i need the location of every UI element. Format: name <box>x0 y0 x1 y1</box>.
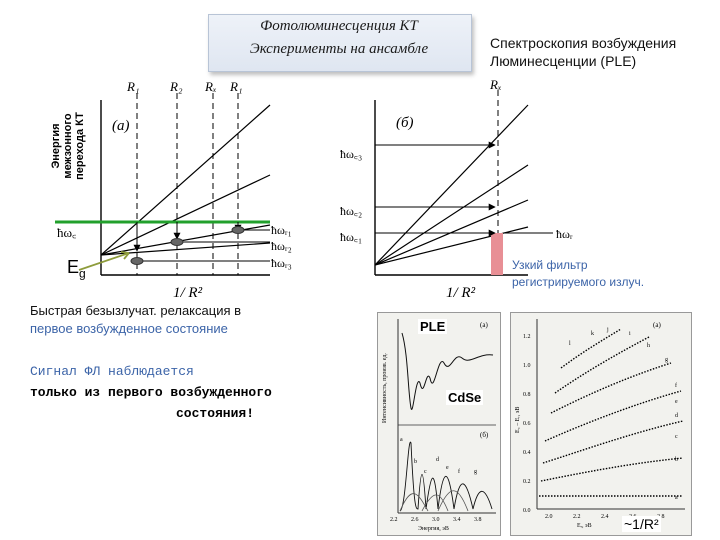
omega-e2-label: ħω꜀₂ <box>340 204 362 218</box>
omega-e1-label: ħω꜀₁ <box>340 230 362 244</box>
signal-note-line-1: Сигнал ФЛ наблюдается <box>30 364 194 379</box>
filter-bar <box>491 233 503 275</box>
fan-b-line-2 <box>374 164 529 266</box>
svg-text:b: b <box>675 457 678 463</box>
r-label-1: R₁ <box>126 79 139 94</box>
svg-text:3.4: 3.4 <box>453 517 461 523</box>
spectra-x-axis-label: Энергия, эВ <box>418 526 449 532</box>
filter-label-line-1: Узкий фильтр <box>512 258 588 272</box>
omega-r3-label: ħωᵣ₃ <box>271 256 292 270</box>
svg-text:0.4: 0.4 <box>523 450 531 456</box>
r-label-3: Rₓ <box>204 79 217 94</box>
qd-dot-3 <box>130 257 144 265</box>
panel-b-label: (б) <box>396 115 414 131</box>
r-label-4: R₁ <box>229 79 242 94</box>
spectra-bottom-label: (б) <box>480 431 489 439</box>
r-label-b: Rₓ <box>489 77 502 92</box>
svg-text:0.0: 0.0 <box>523 508 531 514</box>
svg-text:b: b <box>414 459 417 465</box>
relax-pointer <box>78 252 130 271</box>
svg-text:0.8: 0.8 <box>523 392 531 398</box>
svg-text:2.2: 2.2 <box>390 517 398 523</box>
svg-text:d: d <box>675 413 678 419</box>
levels-label: (а) <box>653 321 661 329</box>
svg-text:0.2: 0.2 <box>523 479 531 485</box>
levels-y-axis-label: E꜀ – Eᵣ, эВ <box>515 407 521 433</box>
qd-dot-1 <box>231 226 245 234</box>
svg-text:2.6: 2.6 <box>411 517 419 523</box>
svg-text:1.2: 1.2 <box>523 334 531 340</box>
title-line-2: Эксперименты на ансамбле <box>249 41 429 57</box>
omega-e3-label: ħω꜀₃ <box>340 147 362 161</box>
svg-text:j: j <box>606 327 609 333</box>
svg-text:0.6: 0.6 <box>523 421 531 427</box>
panel-a-diagram: (а) R₁ R₂ Rₓ R₁ ħω꜀ ħωᵣ₁ ħωᵣ₂ ħωᵣ₃ 1/ R² <box>55 79 292 301</box>
title-box <box>208 14 472 72</box>
svg-text:k: k <box>591 331 594 337</box>
material-tag: CdSe <box>446 390 484 405</box>
omega-r-label: ħωᵣ <box>556 227 573 241</box>
r-label-2: R₂ <box>169 79 183 94</box>
svg-text:d: d <box>436 457 439 463</box>
r-scaling-caption: ~1/R² <box>622 516 661 532</box>
ple-title-line-1: Спектроскопия возбуждения <box>490 35 677 51</box>
svg-text:c: c <box>675 434 678 440</box>
svg-text:2.4: 2.4 <box>601 514 609 520</box>
relax-note-line-2: первое возбужденное состояние <box>30 321 228 336</box>
svg-text:g: g <box>665 357 668 363</box>
signal-note-line-2: только из первого возбужденного <box>30 385 272 400</box>
levels-photo: (а) E꜀ – Eᵣ, эВ 0.0 0.2 0.4 0.6 0.8 1.0 … <box>510 312 692 536</box>
spectra-photo: Интенсивность, произв. ед. (а) (б) a b c… <box>377 312 501 536</box>
omega-c-label: ħω꜀ <box>57 225 77 240</box>
panel-b-x-label: 1/ R² <box>446 285 476 301</box>
omega-r2-label: ħωᵣ₂ <box>271 239 292 253</box>
ple-tag: PLE <box>418 319 448 334</box>
svg-text:g: g <box>474 469 477 475</box>
svg-text:2.0: 2.0 <box>545 514 553 520</box>
fan-line-2 <box>100 104 271 256</box>
eg-label: Eg <box>67 257 86 281</box>
fan-line-1 <box>100 174 271 256</box>
panel-a-x-label: 1/ R² <box>173 285 203 301</box>
signal-note-line-3: состояния! <box>176 406 255 421</box>
spectra-y-axis-label: Интенсивность, произв. ед. <box>382 353 388 423</box>
svg-text:a: a <box>400 437 403 443</box>
svg-text:2.2: 2.2 <box>573 514 581 520</box>
svg-text:h: h <box>647 343 650 349</box>
svg-text:a: a <box>675 495 678 501</box>
svg-text:f: f <box>458 468 460 475</box>
svg-text:l: l <box>569 341 571 347</box>
svg-text:e: e <box>446 465 449 471</box>
title-line-1: Фотолюминесценция КТ <box>260 18 418 34</box>
spectra-top-label: (а) <box>480 321 488 329</box>
ple-title-line-2: Люминесценции (PLE) <box>490 53 637 69</box>
svg-text:c: c <box>424 469 427 475</box>
svg-text:i: i <box>629 331 631 337</box>
fan-line-4 <box>100 242 271 256</box>
svg-text:3.8: 3.8 <box>474 517 482 523</box>
panel-a-label: (а) <box>112 118 130 134</box>
omega-r1-label: ħωᵣ₁ <box>271 223 292 237</box>
fan-b-line-1 <box>374 104 529 266</box>
svg-text:e: e <box>675 399 678 405</box>
svg-text:2.8: 2.8 <box>657 514 665 520</box>
panel-b-diagram: (б) Rₓ ħω꜀₃ ħω꜀₂ ħω꜀₁ ħωᵣ 1/ R² <box>340 77 573 301</box>
svg-text:1.0: 1.0 <box>523 363 531 369</box>
filter-label-line-2: регистрируемого излуч. <box>512 275 645 289</box>
qd-dot-2 <box>170 238 184 246</box>
svg-text:f: f <box>675 382 677 389</box>
svg-text:3.0: 3.0 <box>432 517 440 523</box>
relax-note-line-1: Быстрая безызлучат. релаксация в <box>30 303 242 318</box>
levels-x-axis-label: Eᵣ, эВ <box>577 523 592 529</box>
